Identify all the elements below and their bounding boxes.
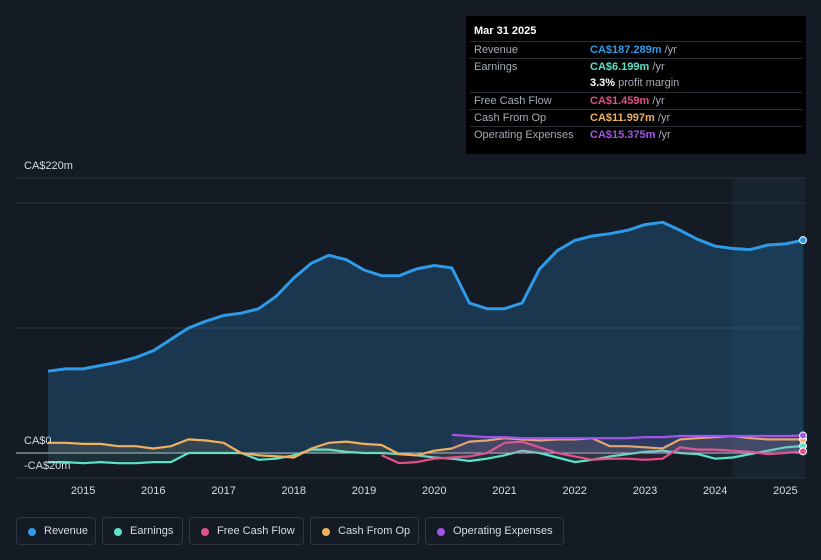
series-line-operating-expenses: [451, 433, 804, 440]
legend-operating-expenses[interactable]: Operating Expenses: [425, 517, 564, 545]
tooltip-row-margin: 3.3% profit margin: [470, 75, 802, 92]
tooltip-row-revenue: Revenue CA$187.289m /yr: [470, 41, 802, 59]
legend-dot-icon: [437, 528, 445, 536]
tooltip-row-fcf: Free Cash Flow CA$1.459m /yr: [470, 92, 802, 110]
tooltip-value: 3.3% profit margin: [590, 77, 680, 89]
legend-label: Free Cash Flow: [217, 525, 295, 537]
tooltip-label: Free Cash Flow: [474, 95, 552, 107]
x-tick-label: 2025: [773, 485, 798, 497]
tooltip-row-earnings: Earnings CA$6.199m /yr: [470, 58, 802, 76]
end-marker-free-cash-flow: [799, 447, 807, 456]
legend-label: Revenue: [44, 525, 89, 537]
legend-free-cash-flow[interactable]: Free Cash Flow: [189, 517, 304, 545]
x-tick-label: 2019: [351, 485, 377, 497]
tooltip-value: CA$6.199m /yr: [590, 61, 665, 73]
tooltip-value: CA$15.375m /yr: [590, 129, 671, 141]
end-marker-revenue: [799, 236, 807, 245]
legend-dot-icon: [322, 528, 330, 536]
series-line-revenue: [47, 220, 804, 373]
series-line-earnings: [48, 444, 804, 465]
tooltip-value: CA$187.289m /yr: [590, 44, 677, 56]
x-tick-label: 2020: [422, 485, 447, 497]
gridlines: [16, 177, 805, 479]
legend-earnings[interactable]: Earnings: [102, 517, 183, 545]
legend-label: Operating Expenses: [453, 525, 553, 537]
x-tick-label: 2016: [141, 485, 166, 497]
y-label-zero: CA$0: [24, 435, 52, 447]
legend-dot-icon: [114, 528, 122, 536]
y-label-top: CA$220m: [24, 160, 73, 172]
tooltip-label: Operating Expenses: [474, 129, 574, 141]
series-area-cash-from-op: [48, 436, 803, 458]
tooltip-value: CA$11.997m /yr: [590, 112, 671, 124]
y-label-bottom: -CA$20m: [24, 460, 71, 472]
legend-revenue[interactable]: Revenue: [16, 517, 96, 545]
legend-cash-from-op[interactable]: Cash From Op: [310, 517, 419, 545]
tooltip-label: Revenue: [474, 44, 519, 56]
tooltip-label: Cash From Op: [474, 112, 547, 124]
x-tick-label: 2018: [281, 485, 307, 497]
x-tick-label: 2022: [562, 485, 587, 497]
tooltip: Mar 31 2025 Revenue CA$187.289m /yr Earn…: [466, 16, 806, 154]
tooltip-date: Mar 31 2025: [474, 25, 537, 37]
series-area-revenue: [48, 222, 803, 453]
legend-dot-icon: [201, 528, 209, 536]
legend-dot-icon: [28, 528, 36, 536]
series-line-free-cash-flow: [381, 440, 804, 465]
series-area-operating-expenses: [451, 434, 803, 453]
tooltip-row-cfo: Cash From Op CA$11.997m /yr: [470, 109, 802, 127]
x-tick-label: 2023: [632, 485, 658, 497]
series-layer: [47, 220, 804, 465]
legend-label: Cash From Op: [338, 525, 411, 537]
x-tick-label: 2015: [70, 485, 96, 497]
tooltip-label: Earnings: [474, 61, 518, 73]
end-marker-operating-expenses: [799, 431, 807, 440]
x-tick-label: 2017: [211, 485, 236, 497]
tooltip-row-opex: Operating Expenses CA$15.375m /yr: [470, 126, 802, 144]
series-area-earnings: [48, 446, 803, 464]
series-line-cash-from-op: [48, 434, 803, 459]
legend-label: Earnings: [130, 525, 174, 537]
end-markers: [799, 236, 807, 456]
x-tick-label: 2021: [492, 485, 517, 497]
tooltip-value: CA$1.459m /yr: [590, 95, 665, 107]
x-tick-label: 2024: [702, 485, 728, 497]
